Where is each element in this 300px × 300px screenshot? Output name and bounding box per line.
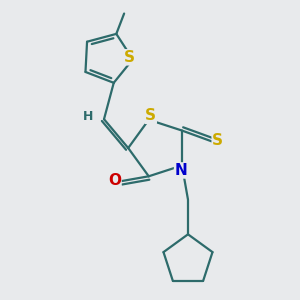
Text: N: N [175,163,188,178]
Text: H: H [83,110,93,123]
Text: S: S [212,133,223,148]
Text: S: S [124,50,135,65]
Text: O: O [108,172,121,188]
Text: S: S [145,108,156,123]
